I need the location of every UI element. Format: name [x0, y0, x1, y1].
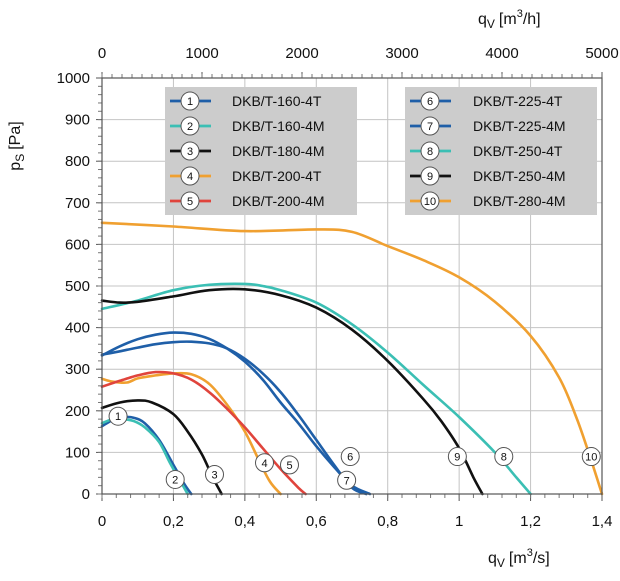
y-tick-label: 900	[65, 112, 90, 129]
legend-marker-circle-1	[180, 91, 200, 111]
legend-marker-number-4: 4	[187, 171, 193, 183]
x-tick-label: 0	[98, 513, 106, 530]
curve-marker-circle-5	[280, 455, 299, 475]
legend: 1 DKB/T-160-4T 2 DKB/T-160-4M 3 DKB/T-180-4M 4…	[165, 87, 597, 215]
legend-label-5: DKB/T-200-4M	[232, 193, 325, 209]
legend-label-10: DKB/T-280-4M	[473, 193, 566, 209]
x2-tick-label: 4000	[485, 45, 518, 62]
y-tick-label: 700	[65, 195, 90, 212]
plot-frame	[96, 72, 603, 501]
curve-marker-number-5: 5	[286, 460, 292, 472]
curve-7	[100, 340, 368, 496]
y-tick-label: 400	[65, 320, 90, 337]
curve-markers: 1 2 3 4 5 6 7 8 9 10	[108, 406, 601, 490]
x-tick-label: 1	[455, 513, 463, 530]
x2-tick-label: 2000	[285, 45, 318, 62]
legend-marker-circle-5	[180, 191, 200, 211]
curve-marker-number-2: 2	[172, 474, 178, 486]
legend-marker-number-1: 1	[187, 96, 193, 108]
legend-marker-number-8: 8	[427, 146, 433, 158]
x2-tick-label: 1000	[185, 45, 218, 62]
curve-8	[100, 282, 532, 496]
legend-marker-circle-6	[420, 91, 440, 111]
legend-marker-number-2: 2	[187, 121, 193, 133]
y-tick-label: 0	[82, 486, 90, 503]
x-tick-label: 1,2	[520, 513, 541, 530]
curve-marker-number-6: 6	[347, 452, 353, 464]
plot-border	[101, 77, 603, 495]
curve-marker-circle-1	[108, 406, 128, 426]
legend-marker-circle-7	[420, 116, 440, 136]
legend-label-7: DKB/T-225-4M	[473, 118, 566, 134]
y-tick-label: 100	[65, 444, 90, 461]
legend-marker-number-6: 6	[427, 96, 433, 108]
curve-marker-number-3: 3	[211, 469, 217, 481]
curve-marker-circle-8	[494, 447, 514, 467]
legend-label-1: DKB/T-160-4T	[232, 93, 322, 109]
legend-marker-circle-3	[180, 141, 200, 161]
x-tick-label: 0,6	[306, 513, 327, 530]
legend-marker-circle-10	[420, 191, 440, 211]
x-tick-label: 1,4	[592, 513, 613, 530]
x-tick-label: 0,2	[163, 513, 184, 530]
legend-marker-circle-8	[420, 141, 440, 161]
y-axis-label: pS[Pa]	[7, 121, 27, 170]
curve-marker-circle-2	[165, 469, 185, 489]
curve-marker-circle-4	[255, 453, 274, 473]
x2-tick-label: 3000	[385, 45, 418, 62]
curve-5	[100, 370, 307, 496]
curve-marker-number-7: 7	[344, 475, 350, 487]
legend-label-9: DKB/T-250-4M	[473, 168, 566, 184]
x2-tick-label: 5000	[585, 45, 618, 62]
legend-label-2: DKB/T-160-4M	[232, 118, 325, 134]
y-tick-label: 300	[65, 361, 90, 378]
legend-marker-number-7: 7	[427, 121, 433, 133]
curve-marker-circle-7	[337, 470, 357, 490]
legend-marker-number-9: 9	[427, 171, 433, 183]
curve-6	[100, 331, 372, 496]
legend-marker-circle-2	[180, 116, 200, 136]
curve-marker-circle-6	[340, 447, 360, 467]
tick-labels: 0 0,2 0,4 0,6 0,8 1 1,2 1,401002003004005006007…	[57, 45, 619, 530]
legend-label-6: DKB/T-225-4T	[473, 93, 563, 109]
x-axis-label: qV [m3/s]	[488, 547, 550, 570]
legend-marker-number-10: 10	[424, 196, 436, 208]
x2-tick-label: 0	[98, 45, 106, 62]
curve-marker-number-10: 10	[585, 452, 597, 464]
curve-marker-number-4: 4	[261, 458, 267, 470]
legend-marker-circle-9	[420, 166, 440, 186]
curve-marker-number-8: 8	[501, 452, 507, 464]
curve-9	[100, 287, 484, 496]
y-tick-label: 500	[65, 278, 90, 295]
x-tick-label: 0,4	[234, 513, 255, 530]
curve-marker-circle-9	[447, 447, 467, 467]
legend-marker-number-5: 5	[187, 196, 193, 208]
curve-marker-number-9: 9	[454, 452, 460, 464]
curve-marker-number-1: 1	[115, 411, 121, 423]
y-tick-label: 800	[65, 153, 90, 170]
y-tick-label: 1000	[57, 70, 90, 87]
legend-label-4: DKB/T-200-4T	[232, 168, 322, 184]
curve-marker-circle-10	[581, 447, 601, 467]
curve-marker-circle-3	[205, 464, 224, 484]
curve-10	[100, 221, 604, 496]
legend-label-8: DKB/T-250-4T	[473, 143, 563, 159]
x-tick-label: 0,8	[377, 513, 398, 530]
legend-marker-circle-4	[180, 166, 200, 186]
legend-marker-number-3: 3	[187, 146, 193, 158]
y-tick-label: 200	[65, 403, 90, 420]
curve-4	[100, 371, 282, 496]
x2-axis-label: qV [m3/h]	[478, 8, 541, 31]
legend-label-3: DKB/T-180-4M	[232, 143, 325, 159]
y-tick-label: 600	[65, 236, 90, 253]
